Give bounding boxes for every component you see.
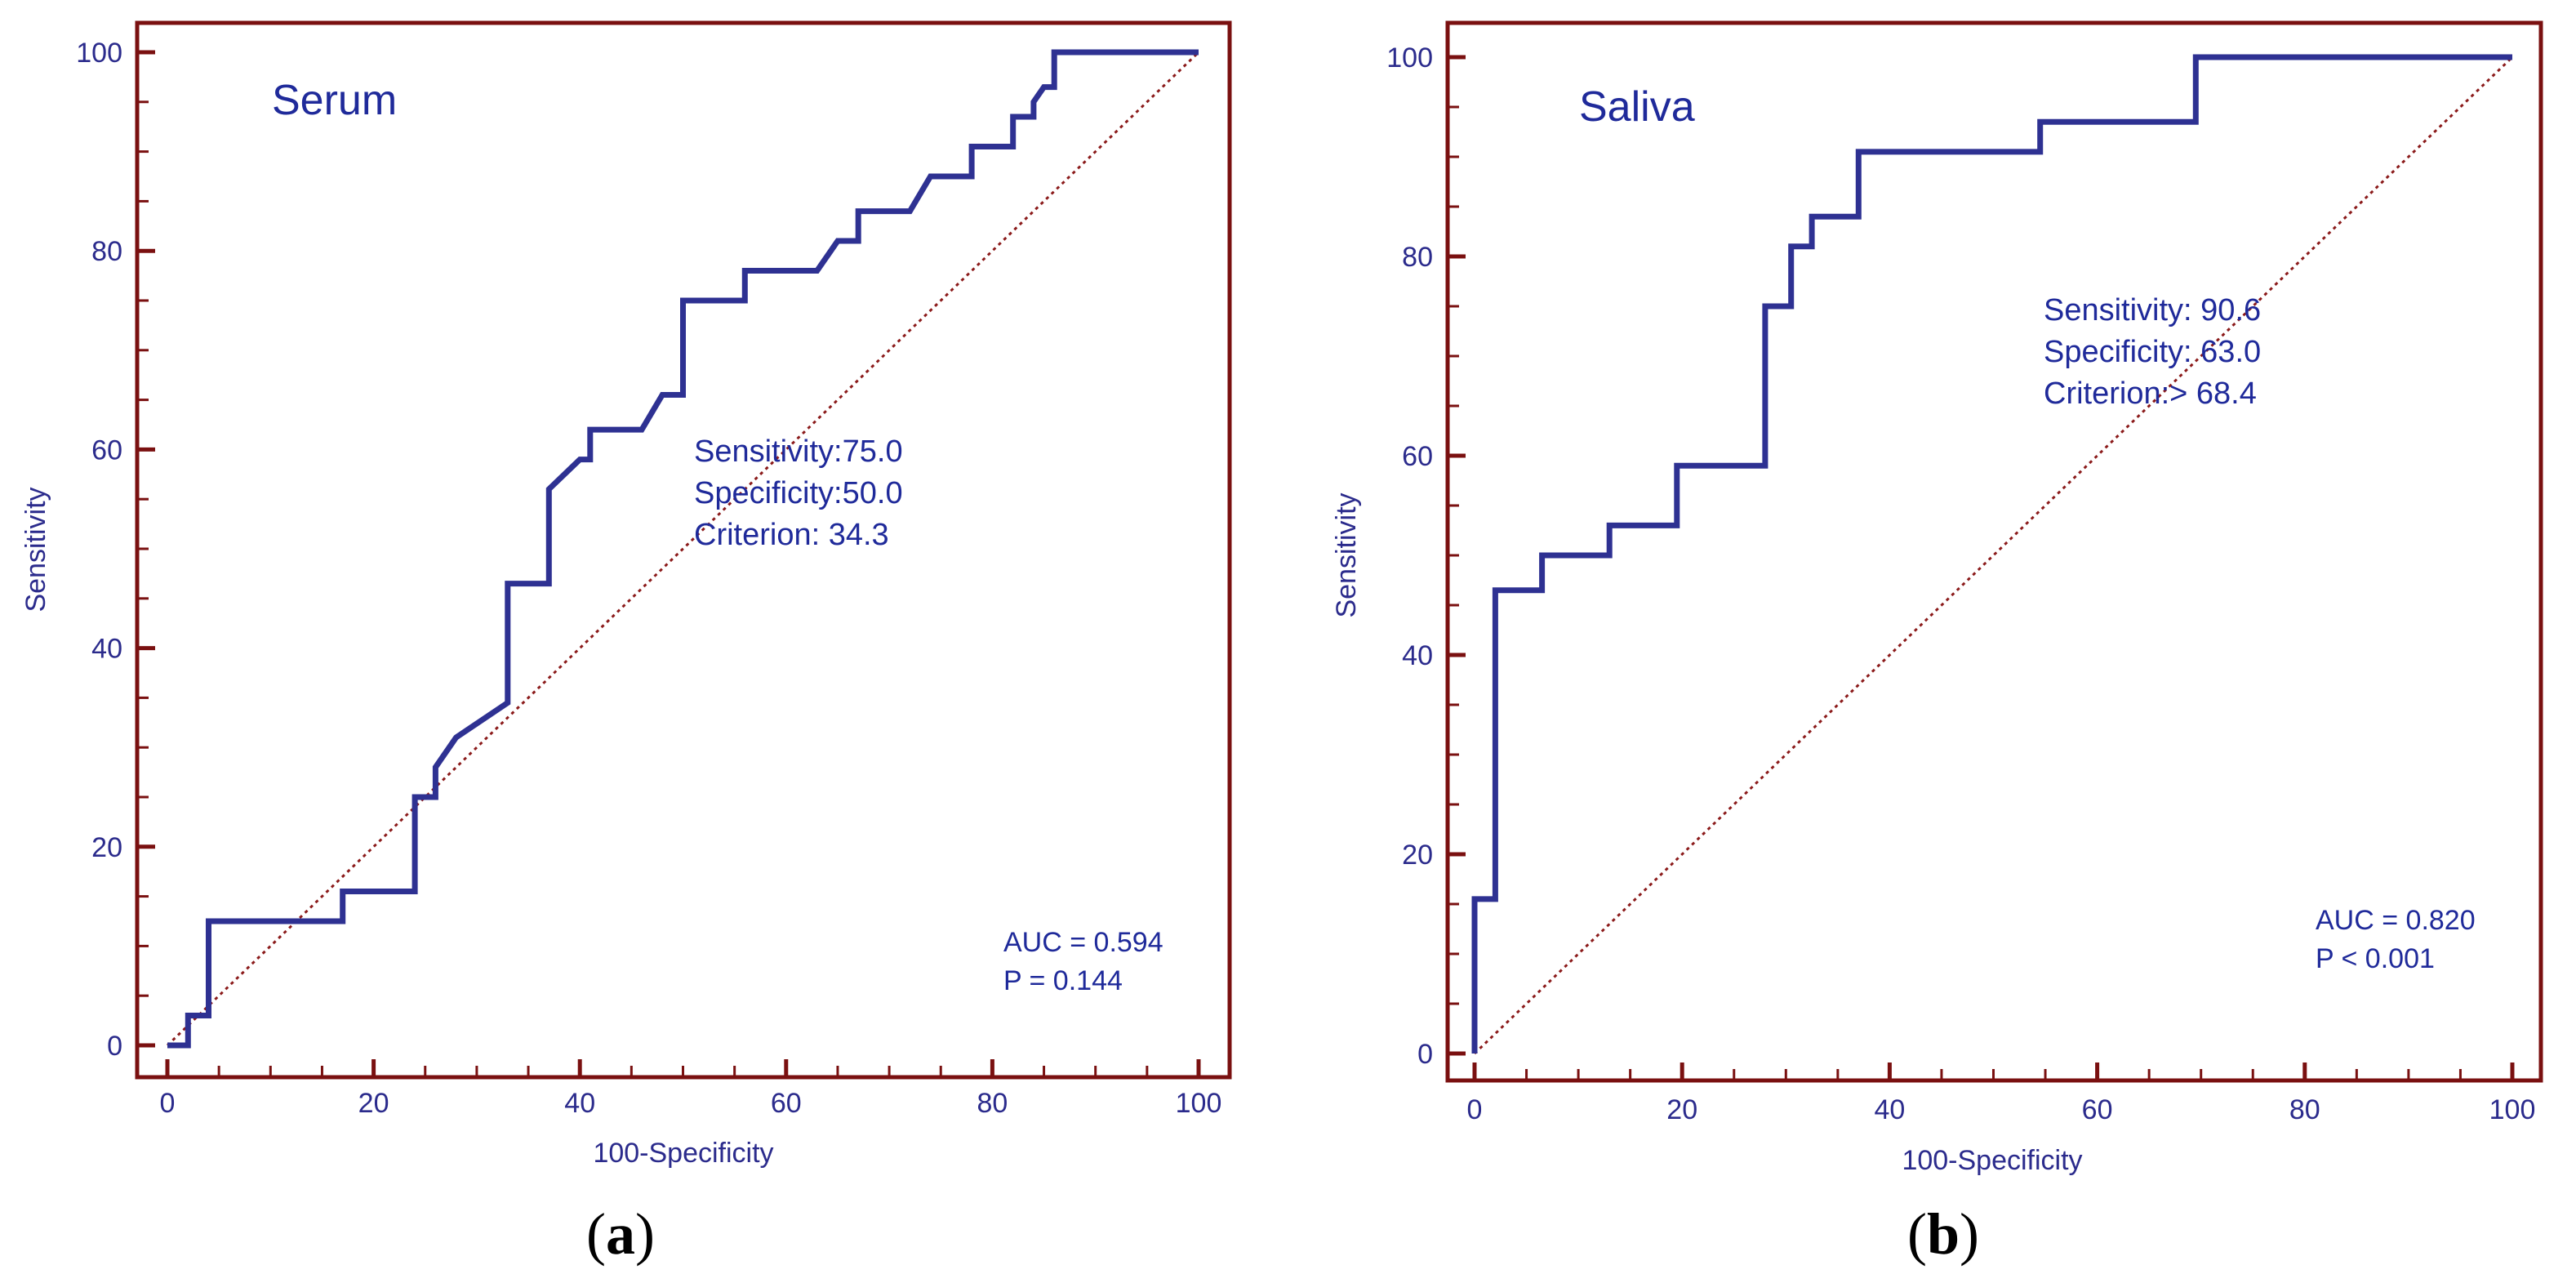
x-tick-marks	[1472, 1062, 2515, 1080]
panel-title: Saliva	[1579, 83, 1695, 131]
y-tick-label: 100	[76, 38, 122, 69]
y-tick-label: 40	[1402, 640, 1433, 671]
p-value: P = 0.144	[1003, 965, 1123, 996]
x-axis-label: 100-Specificity	[1902, 1145, 2082, 1176]
x-tick-marks	[165, 1059, 1201, 1077]
annotation-specificity: Specificity:50.0	[694, 476, 903, 510]
x-tick-labels: 0 20 40 60 80 100	[1467, 1094, 2536, 1125]
y-tick-label: 80	[91, 236, 122, 267]
x-tick-label: 40	[564, 1088, 595, 1119]
y-tick-label: 80	[1402, 242, 1433, 273]
y-tick-label: 20	[1402, 840, 1433, 871]
y-tick-label: 20	[91, 832, 122, 863]
y-tick-labels: 0 20 40 60 80 100	[76, 38, 122, 1062]
panel-b-saliva: 0 20 40 60 80 100 0 20 40 60 80 100 Saliva Sensiti…	[1331, 20, 2543, 1267]
x-tick-label: 20	[358, 1088, 389, 1119]
roc-curve-line	[167, 49, 1199, 1049]
y-tick-marks	[137, 50, 155, 1048]
x-tick-labels: 0 20 40 60 80 100	[160, 1088, 1222, 1119]
y-tick-label: 0	[1417, 1039, 1433, 1070]
x-tick-label: 60	[771, 1088, 802, 1119]
annotation-criterion: Criterion:> 68.4	[2044, 376, 2257, 411]
panel-a-serum: 0 20 40 60 80 100 0 20 40 60 80 100 Serum Sensitiv…	[20, 20, 1232, 1267]
reference-diagonal-line	[166, 51, 1200, 1047]
y-tick-label: 100	[1386, 42, 1433, 74]
annotation-criterion: Criterion: 34.3	[694, 518, 889, 552]
x-tick-label: 100	[2489, 1094, 2536, 1125]
y-tick-labels: 0 20 40 60 80 100	[1386, 42, 1433, 1070]
y-axis-label: Sensitivity	[1331, 492, 1362, 617]
auc-value: AUC = 0.820	[2316, 905, 2476, 936]
y-tick-label: 0	[107, 1031, 122, 1062]
annotation-specificity: Specificity: 63.0	[2044, 335, 2261, 369]
x-tick-label: 20	[1666, 1094, 1697, 1125]
x-tick-label: 100	[1176, 1088, 1222, 1119]
panel-title: Serum	[272, 77, 397, 124]
y-tick-label: 40	[91, 634, 122, 665]
reference-diagonal-line	[1473, 56, 2514, 1055]
x-tick-label: 80	[977, 1088, 1008, 1119]
annotation-sensitivity: Sensitivity: 90.6	[2044, 293, 2261, 327]
x-tick-label: 0	[160, 1088, 176, 1119]
x-tick-label: 0	[1467, 1094, 1483, 1125]
y-tick-label: 60	[1402, 441, 1433, 472]
x-tick-label: 40	[1874, 1094, 1905, 1125]
annotation-sensitivity: Sensitivity:75.0	[694, 434, 903, 469]
x-axis-label: 100-Specificity	[593, 1138, 773, 1169]
panel-caption: (b)	[1907, 1201, 1979, 1267]
auc-value: AUC = 0.594	[1003, 927, 1163, 958]
y-tick-marks	[1448, 55, 1466, 1056]
panel-caption: (a)	[586, 1201, 655, 1267]
y-axis-label: Sensitivity	[20, 487, 51, 612]
y-tick-label: 60	[91, 434, 122, 466]
p-value: P < 0.001	[2316, 943, 2435, 974]
roc-curve-line	[1471, 54, 2512, 1054]
x-tick-label: 80	[2289, 1094, 2320, 1125]
x-tick-label: 60	[2082, 1094, 2113, 1125]
